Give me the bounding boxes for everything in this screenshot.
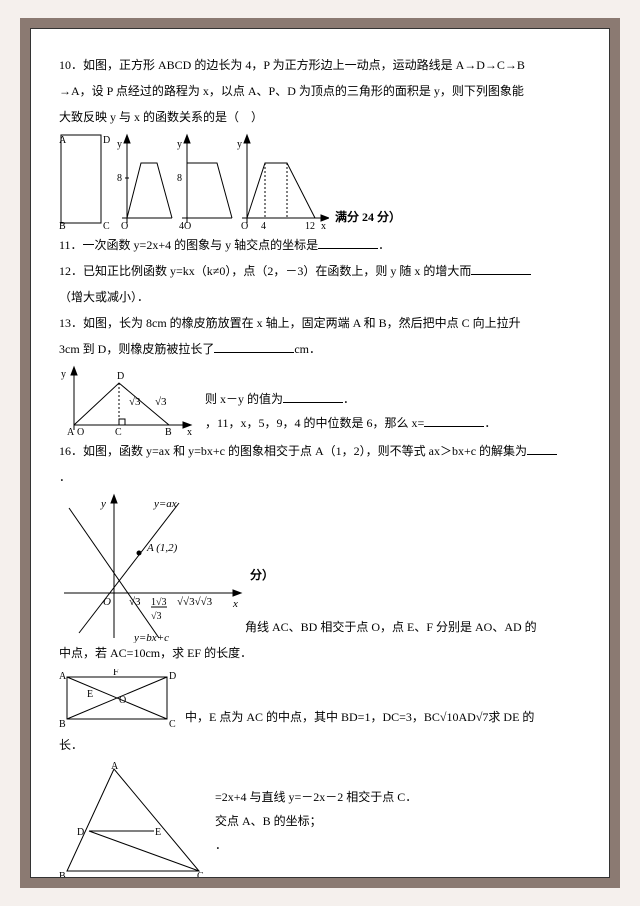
q11-blank — [318, 235, 378, 249]
svg-text:√3: √3 — [129, 596, 141, 608]
q11-text: 11．一次函数 y=2x+4 的图象与 y 轴交点的坐标是 — [59, 238, 318, 252]
svg-text:C: C — [115, 427, 122, 435]
svg-text:y: y — [237, 139, 242, 150]
svg-text:y=bx+c: y=bx+c — [133, 632, 169, 643]
q18-figure: A D E B C =2x+4 与直线 y=－2x－2 相交于点 C． 交点 A… — [59, 761, 581, 878]
svg-text:1√3: 1√3 — [151, 597, 167, 608]
svg-text:12: 12 — [305, 221, 315, 229]
q13-l2: 3cm 到 D，则橡皮筋被拉长了 cm． — [59, 337, 581, 361]
q19-l2: 交点 A、B 的坐标； — [215, 809, 417, 833]
svg-text:C: C — [169, 719, 176, 729]
svg-text:O: O — [241, 221, 248, 229]
q19-dot: ． — [215, 833, 417, 857]
q16-l1: 16．如图，函数 y=ax 和 y=bx+c 的图象相交于点 A（1，2），则不… — [59, 439, 581, 463]
svg-text:A (1,2): A (1,2) — [146, 542, 178, 554]
svg-text:O: O — [103, 596, 111, 608]
svg-text:B: B — [59, 871, 66, 878]
svg-text:A: A — [67, 427, 75, 435]
svg-text:√3: √3 — [151, 611, 162, 622]
q15-blank — [424, 413, 484, 427]
q18-b: AD — [458, 710, 475, 724]
q13-l2a: 3cm 到 D，则橡皮筋被拉长了 — [59, 342, 214, 356]
svg-text:A: A — [59, 671, 67, 682]
q18-s2: √7 — [476, 710, 489, 724]
svg-text:A: A — [111, 761, 119, 772]
svg-text:E: E — [155, 827, 161, 838]
q13-figure: y x D A O C B √3 √3 则 x－y 的值为． ，11，x，5，9… — [59, 365, 581, 435]
svg-text:8: 8 — [177, 173, 182, 184]
svg-text:4: 4 — [261, 221, 266, 229]
svg-text:y: y — [100, 498, 106, 510]
svg-text:C: C — [197, 871, 204, 878]
svg-text:y: y — [117, 139, 122, 150]
q19-l1: =2x+4 与直线 y=－2x－2 相交于点 C． — [215, 785, 417, 809]
q18-s1: √10 — [440, 710, 459, 724]
q12-blank — [471, 261, 531, 275]
q18-a: 中，E 点为 AC 的中点，其中 BD=1，DC=3，BC — [185, 710, 440, 724]
q14-blank — [283, 389, 343, 403]
svg-text:√3: √3 — [129, 396, 141, 408]
q17-l2: 中点，若 AC=10cm，求 EF 的长度． — [59, 641, 581, 665]
sq-A: A — [59, 135, 67, 146]
svg-text:E: E — [87, 689, 93, 700]
q12-text: 12．已知正比例函数 y=kx（k≠0），点（2，－3）在函数上，则 y 随 x… — [59, 264, 471, 278]
svg-text:F: F — [113, 669, 119, 678]
q16-figure: y x O y=ax y=bx+c A (1,2) √3 1√3 √3 √√3√… — [59, 493, 581, 643]
sq-B: B — [59, 221, 66, 229]
q16-dot: ． — [59, 465, 581, 489]
svg-text:8: 8 — [117, 173, 122, 184]
q15a: ，11，x，5，9，4 的中位数是 6，那么 x= — [205, 416, 424, 430]
q15-text: ，11，x，5，9，4 的中位数是 6，那么 x=． — [205, 411, 496, 435]
q14-text: 则 x－y 的值为． — [205, 387, 496, 411]
q10-figure: A D B C y 8 O y 8 — [59, 133, 581, 229]
q13-l1: 13．如图，长为 8cm 的橡皮筋放置在 x 轴上，固定两端 A 和 B，然后把… — [59, 311, 581, 335]
svg-text:y: y — [177, 139, 182, 150]
q18-l2: 长． — [59, 733, 581, 757]
q18-l1: 中，E 点为 AC 的中点，其中 BD=1，DC=3，BC√10AD√7求 DE… — [185, 705, 534, 729]
q14a: 则 x－y 的值为 — [205, 392, 283, 406]
svg-text:O: O — [77, 427, 84, 435]
q18-c: 求 DE 的 — [488, 710, 534, 724]
svg-text:O: O — [119, 695, 126, 706]
svg-text:O: O — [121, 221, 128, 229]
svg-text:x: x — [321, 221, 326, 229]
svg-text:y: y — [61, 369, 66, 380]
q16-score: 分） — [250, 563, 274, 587]
q11: 11．一次函数 y=2x+4 的图象与 y 轴交点的坐标是． — [59, 233, 581, 257]
svg-text:B: B — [165, 427, 172, 435]
svg-text:√3: √3 — [155, 396, 167, 408]
q17-figure: A F D E O B C 中，E 点为 AC 的中点，其中 BD=1，DC=3… — [59, 669, 581, 729]
q16-text: 16．如图，函数 y=ax 和 y=bx+c 的图象相交于点 A（1，2），则不… — [59, 444, 527, 458]
svg-text:D: D — [169, 671, 176, 682]
svg-text:y=ax: y=ax — [153, 498, 177, 510]
q16-blank — [527, 441, 557, 455]
q12-l1: 12．已知正比例函数 y=kx（k≠0），点（2，－3）在函数上，则 y 随 x… — [59, 259, 581, 283]
svg-text:x: x — [232, 598, 238, 610]
q12-l2: （增大或减小）． — [59, 285, 581, 309]
q10-line1: 10．如图，正方形 ABCD 的边长为 4，P 为正方形边上一动点，运动路线是 … — [59, 53, 581, 77]
svg-text:D: D — [117, 371, 124, 382]
q10-line2: →A，设 P 点经过的路程为 x，以点 A、P、D 为顶点的三角形的面积是 y，… — [59, 79, 581, 103]
sq-D: D — [103, 135, 110, 146]
sq-C: C — [103, 221, 110, 229]
q10-score: 满分 24 分） — [335, 205, 401, 229]
svg-text:B: B — [59, 719, 66, 729]
svg-text:4O: 4O — [179, 221, 191, 229]
svg-text:D: D — [77, 827, 84, 838]
svg-text:√√3√√3: √√3√√3 — [177, 596, 213, 608]
svg-text:x: x — [187, 427, 192, 435]
q13-l2b: cm． — [294, 342, 321, 356]
q10-line3: 大致反映 y 与 x 的函数关系的是（ ） — [59, 105, 581, 129]
q13-blank — [214, 339, 294, 353]
